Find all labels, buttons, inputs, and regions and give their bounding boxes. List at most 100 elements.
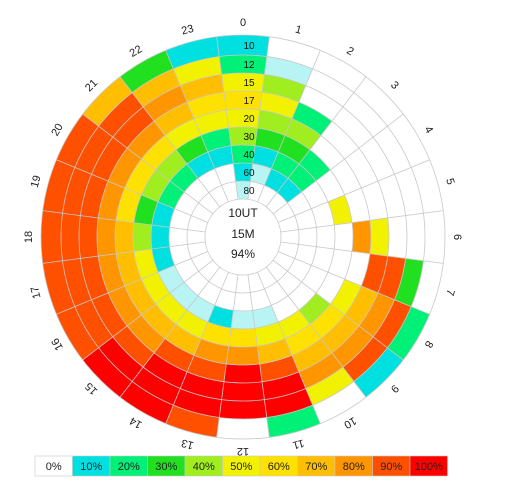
hour-label: 3 bbox=[388, 79, 401, 92]
heatmap-cell bbox=[320, 314, 359, 353]
grid-lines bbox=[40, 34, 446, 440]
heatmap-cell bbox=[174, 191, 199, 216]
heatmap-cell bbox=[288, 282, 316, 310]
heatmap-cell bbox=[97, 217, 117, 257]
heatmap-cell bbox=[291, 338, 332, 372]
hour-label: 16 bbox=[49, 336, 66, 353]
heatmap-cell bbox=[141, 272, 171, 304]
heatmap-cell bbox=[120, 50, 174, 93]
heatmap-cells bbox=[41, 34, 445, 439]
heatmap-cell bbox=[169, 244, 192, 266]
heatmap-cell bbox=[369, 217, 389, 257]
heatmap-cell bbox=[80, 174, 109, 218]
hour-label: 15 bbox=[83, 380, 100, 397]
heatmap-cell bbox=[74, 299, 113, 348]
legend-label: 100% bbox=[415, 461, 443, 473]
hour-label: 19 bbox=[29, 174, 44, 189]
heatmap-cell bbox=[132, 68, 181, 107]
heatmap-cell bbox=[277, 178, 302, 203]
heatmap-cell bbox=[394, 167, 424, 216]
hour-label: 5 bbox=[443, 177, 456, 186]
heatmap-cell bbox=[294, 208, 317, 230]
heatmap-cell bbox=[278, 309, 310, 339]
grid-spoke bbox=[82, 113, 214, 215]
heatmap-cell bbox=[373, 126, 412, 175]
hour-label: 0 bbox=[240, 17, 246, 29]
heatmap-cell bbox=[42, 260, 75, 315]
hour-label: 12 bbox=[237, 445, 249, 457]
heatmap-cell bbox=[62, 167, 92, 216]
heatmap-cell bbox=[127, 314, 166, 353]
heatmap-cell bbox=[79, 215, 99, 259]
ring-label: 60 bbox=[243, 168, 255, 179]
heatmap-cell bbox=[353, 347, 404, 398]
heatmap-cell bbox=[223, 91, 263, 111]
heatmap-cell bbox=[278, 241, 299, 259]
heatmap-cell bbox=[280, 229, 299, 245]
heatmap-cell bbox=[377, 256, 406, 300]
heatmap-cell bbox=[151, 224, 170, 250]
ring-label: 17 bbox=[243, 96, 255, 107]
heatmap-cell bbox=[219, 399, 267, 419]
hour-label: 21 bbox=[83, 77, 100, 94]
heatmap-cell bbox=[184, 178, 209, 203]
grid-spoke bbox=[247, 36, 270, 200]
heatmap-cell bbox=[264, 56, 313, 86]
heatmap-cell bbox=[327, 194, 353, 225]
grid-ring bbox=[60, 54, 426, 420]
legend-label: 50% bbox=[230, 461, 252, 473]
grid-spoke bbox=[42, 241, 206, 264]
heatmap-cell bbox=[316, 224, 335, 250]
heatmap-cell bbox=[197, 168, 222, 193]
grid-spoke bbox=[257, 271, 321, 424]
grid-spoke bbox=[82, 259, 214, 361]
heatmap-cell bbox=[411, 159, 444, 214]
hour-label: 2 bbox=[344, 45, 355, 58]
legend-label: 30% bbox=[155, 461, 177, 473]
heatmap-cell bbox=[233, 292, 253, 311]
heatmap-cell bbox=[184, 271, 209, 296]
heatmap-cell bbox=[200, 127, 231, 153]
heatmap-cell bbox=[311, 201, 335, 228]
grid-spoke bbox=[277, 251, 430, 315]
heatmap-cell bbox=[141, 303, 177, 339]
heatmap-cell bbox=[423, 210, 445, 264]
heatmap-cell bbox=[235, 274, 251, 294]
grid-ring bbox=[40, 34, 446, 440]
hour-label: 1 bbox=[294, 24, 303, 37]
heatmap-cell bbox=[112, 106, 155, 149]
heatmap-cell bbox=[294, 244, 317, 266]
heatmap-cell bbox=[387, 215, 407, 259]
heatmap-cell bbox=[262, 74, 306, 103]
color-legend: 0% 10% 20% 30% 40% 50% 60% 70% 80% 90% 100% bbox=[34, 455, 448, 477]
grid-spoke bbox=[257, 50, 321, 203]
heatmap-cell bbox=[305, 68, 354, 107]
heatmap-cell bbox=[373, 299, 412, 348]
grid-spoke bbox=[277, 159, 430, 223]
heatmap-cell bbox=[405, 213, 426, 261]
heatmap-cell bbox=[233, 163, 253, 182]
hour-label: 22 bbox=[128, 43, 145, 60]
heatmap-cell bbox=[141, 170, 171, 202]
ring-label: 80 bbox=[243, 186, 255, 197]
center-time-label: 10UT bbox=[228, 206, 258, 220]
heatmap-cell bbox=[143, 352, 188, 389]
heatmap-cell bbox=[252, 145, 279, 169]
heatmap-cell bbox=[358, 292, 395, 337]
heatmap-cell bbox=[154, 338, 195, 372]
grid-ring bbox=[150, 144, 336, 330]
heatmap-cell bbox=[285, 324, 321, 356]
heatmap-cell bbox=[255, 127, 286, 153]
heatmap-cell bbox=[216, 34, 270, 57]
grid-spoke bbox=[280, 241, 444, 264]
heatmap-cell bbox=[112, 325, 155, 368]
heatmap-cell bbox=[278, 135, 310, 165]
heatmap-cell bbox=[309, 303, 345, 339]
grid-spoke bbox=[42, 210, 206, 233]
heatmap-cell bbox=[291, 102, 332, 136]
heatmap-cell bbox=[315, 272, 345, 304]
heatmap-cell bbox=[124, 159, 156, 195]
legend-label: 10% bbox=[80, 461, 102, 473]
grid-spoke bbox=[119, 76, 221, 208]
